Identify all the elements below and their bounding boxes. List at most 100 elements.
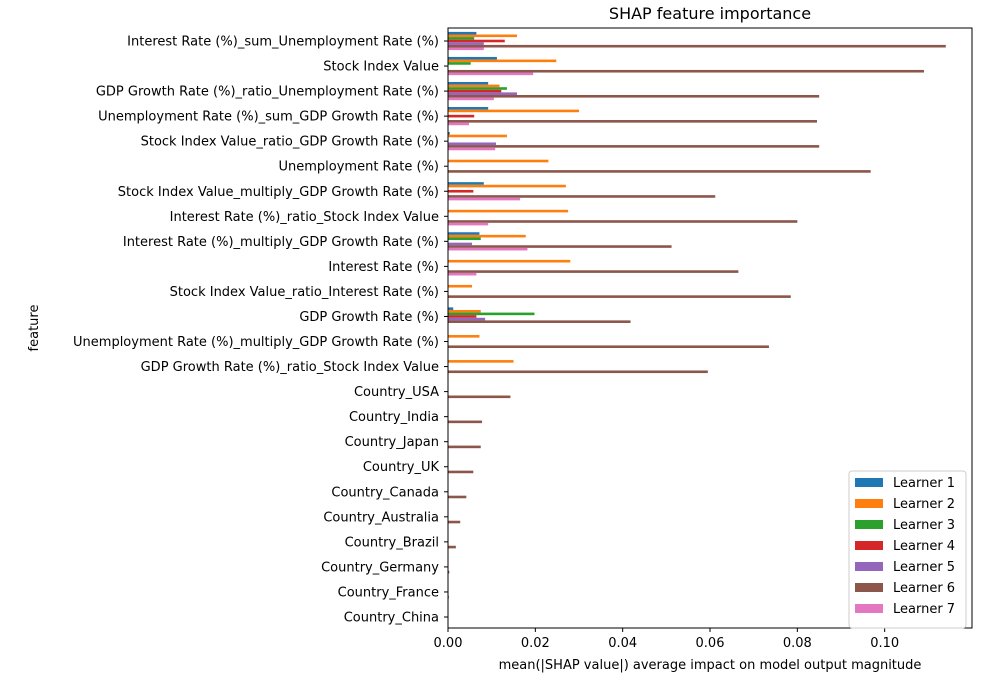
x-tick-label: 0.04 — [608, 636, 637, 651]
bar — [448, 470, 474, 474]
bar — [448, 237, 481, 241]
y-tick-label: Unemployment Rate (%)_sum_GDP Growth Rat… — [98, 110, 439, 125]
bar — [448, 312, 535, 316]
y-tick-label: Country_UK — [363, 460, 440, 475]
bar — [448, 109, 579, 113]
legend-swatch — [855, 520, 883, 529]
legend-label: Learner 7 — [893, 602, 955, 617]
legend-label: Learner 4 — [893, 539, 955, 554]
y-tick-label: Unemployment Rate (%) — [279, 160, 440, 175]
bar — [448, 370, 708, 374]
y-tick-label: Interest Rate (%) — [328, 260, 439, 275]
y-tick-label: Unemployment Rate (%)_multiply_GDP Growt… — [73, 335, 439, 350]
bar — [448, 114, 475, 118]
bar — [448, 309, 481, 313]
y-tick-label: Stock Index Value_ratio_GDP Growth Rate … — [141, 135, 439, 150]
legend-label: Learner 1 — [893, 476, 955, 491]
x-tick-label: 0.10 — [870, 636, 899, 651]
bar — [448, 259, 571, 263]
bar — [448, 232, 480, 235]
legend-swatch — [855, 541, 883, 550]
bar — [448, 62, 471, 65]
bar — [448, 495, 467, 499]
bar — [448, 87, 507, 90]
bar — [448, 145, 820, 148]
bar — [448, 245, 672, 248]
bar — [448, 272, 477, 276]
y-tick-label: Country_China — [344, 611, 439, 626]
bar — [448, 120, 817, 123]
bar — [448, 42, 484, 45]
bar — [448, 395, 511, 399]
x-axis: 0.00 0.02 0.04 0.06 0.08 0.10 — [434, 628, 899, 651]
bar — [448, 92, 517, 95]
bar — [448, 317, 486, 321]
bar — [448, 270, 739, 273]
bar — [448, 97, 494, 101]
bar — [448, 134, 507, 138]
bar — [448, 72, 534, 76]
chart-title: SHAP feature importance — [609, 4, 811, 23]
y-tick-label: Interest Rate (%)_ratio_Stock Index Valu… — [170, 210, 439, 225]
bar — [448, 31, 477, 35]
y-tick-label: Country_USA — [354, 385, 439, 400]
legend-label: Learner 6 — [893, 581, 955, 596]
y-axis-label: feature — [27, 305, 42, 352]
legend-label: Learner 3 — [893, 518, 955, 533]
bar — [448, 37, 475, 40]
bar — [448, 320, 631, 323]
bar — [448, 147, 496, 151]
y-tick-label: Country_India — [349, 410, 439, 425]
bar — [448, 420, 483, 424]
bar — [448, 47, 484, 51]
legend-label: Learner 5 — [893, 560, 955, 575]
bar — [448, 335, 480, 338]
y-tick-label: Country_Brazil — [345, 535, 439, 550]
bar — [448, 222, 489, 226]
y-tick-label: Country_Canada — [331, 485, 439, 500]
bar — [448, 284, 473, 288]
x-tick-label: 0.00 — [434, 636, 463, 651]
bar — [448, 345, 769, 349]
bar — [448, 445, 481, 449]
bar — [448, 94, 820, 98]
bar — [448, 295, 791, 298]
y-tick-label: GDP Growth Rate (%)_ratio_Stock Index Va… — [141, 360, 439, 375]
bar — [448, 69, 924, 73]
bar — [448, 220, 798, 223]
bar — [448, 34, 517, 38]
bar — [448, 520, 461, 524]
y-tick-label: Country_Australia — [323, 510, 439, 525]
bar — [448, 122, 469, 126]
bar — [448, 182, 484, 185]
bar — [448, 81, 489, 85]
legend: Learner 1 Learner 2 Learner 3 Learner 4 Lear… — [848, 470, 967, 629]
legend-swatch — [855, 478, 883, 487]
bar — [448, 360, 514, 363]
bar — [448, 315, 477, 318]
x-tick-label: 0.02 — [521, 636, 550, 651]
bar — [448, 209, 569, 213]
bars-layer — [448, 31, 946, 624]
bar — [448, 39, 505, 43]
x-tick-label: 0.06 — [696, 636, 725, 651]
bar — [448, 107, 489, 110]
bar — [448, 59, 557, 63]
legend-swatch — [855, 562, 883, 571]
y-tick-label: Interest Rate (%)_multiply_GDP Growth Ra… — [123, 235, 439, 250]
y-tick-label: Country_France — [338, 585, 439, 600]
bar — [448, 84, 500, 88]
bar — [448, 184, 566, 188]
y-tick-label: Interest Rate (%)_sum_Unemployment Rate … — [127, 35, 439, 50]
legend-swatch — [855, 604, 883, 613]
legend-swatch — [855, 583, 883, 592]
x-tick-label: 0.08 — [783, 636, 812, 651]
bar — [448, 195, 716, 198]
bar — [448, 89, 502, 93]
bar — [448, 159, 549, 163]
bar — [448, 242, 473, 246]
bar — [448, 142, 497, 146]
y-tick-label: GDP Growth Rate (%) — [299, 310, 439, 325]
legend-label: Learner 2 — [893, 497, 955, 512]
